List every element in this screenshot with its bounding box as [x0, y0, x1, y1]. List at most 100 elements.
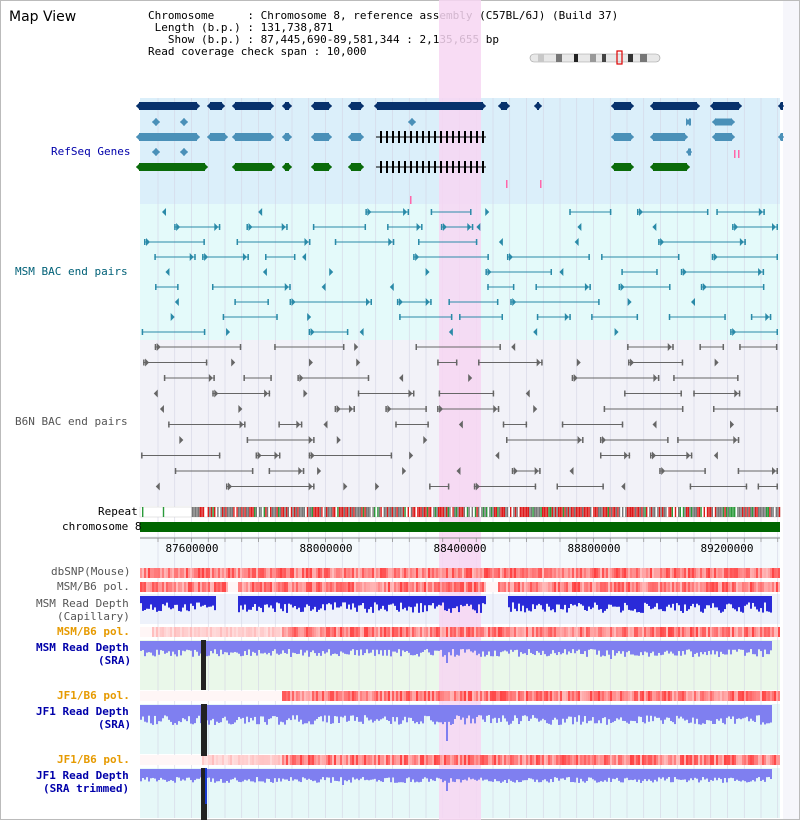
read-depth-tracks[interactable]: [140, 596, 772, 791]
track-label-repeat[interactable]: Repeat: [98, 505, 138, 518]
depth-bar: [254, 769, 256, 783]
heat-cell: [600, 568, 602, 578]
heat-cell: [488, 755, 490, 765]
repeat-element: [583, 507, 585, 517]
tick-label: 88000000: [300, 542, 353, 555]
heat-cell: [724, 691, 726, 701]
b6n-bac-end-pairs-track[interactable]: [141, 343, 778, 491]
track-label-msm-b6-pol-sra[interactable]: MSM/B6 pol.: [57, 625, 130, 638]
heat-cell: [538, 568, 540, 578]
heat-cell: [624, 755, 626, 765]
heat-cell: [690, 582, 692, 592]
bac-end: [598, 299, 600, 305]
depth-bar: [282, 596, 284, 612]
heat-cell: [146, 691, 148, 701]
track-label-msm-bac[interactable]: MSM BAC end pairs: [15, 265, 128, 278]
heat-cell: [778, 627, 780, 637]
heat-cell: [504, 627, 506, 637]
bac-end: [455, 359, 458, 366]
bac-end-arrow: [323, 420, 328, 429]
heat-cell: [230, 627, 232, 637]
refseq-genes-track[interactable]: [136, 102, 784, 204]
track-label-refseq-genes[interactable]: RefSeq Genes: [51, 145, 131, 158]
bac-end: [487, 254, 489, 260]
repeat-element: [270, 507, 272, 517]
depth-bar: [152, 705, 154, 725]
repeat-element: [332, 507, 334, 517]
depth-bar: [718, 705, 720, 721]
heat-cell: [146, 582, 148, 592]
heat-cell: [428, 582, 430, 592]
msm-bac-end-pairs-track[interactable]: [141, 208, 778, 336]
bac-end-arrow: [638, 208, 643, 216]
depth-bar: [738, 641, 740, 650]
track-label-msm-b6-pol[interactable]: MSM/B6 pol.: [57, 580, 130, 593]
depth-bar: [464, 596, 466, 606]
chromosome-ideogram[interactable]: [529, 50, 661, 65]
heat-cell: [286, 582, 288, 592]
heat-cell: [288, 755, 290, 765]
track-label-msm-depth-cap[interactable]: MSM Read Depth: [36, 597, 129, 610]
heat-cell: [562, 568, 564, 578]
heat-cell: [270, 627, 272, 637]
bac-end-arrow: [652, 420, 657, 429]
repeat-element: [490, 507, 493, 517]
track-label-msm-depth-sra[interactable]: MSM Read Depth: [36, 641, 129, 654]
heat-cell: [242, 627, 244, 637]
heat-cell: [730, 568, 732, 578]
depth-spike: [540, 641, 542, 655]
repeat-element: [374, 507, 376, 517]
heat-cell: [472, 691, 474, 701]
depth-bar: [514, 769, 516, 783]
depth-bar: [356, 596, 358, 612]
track-label-dbsnp[interactable]: dbSNP(Mouse): [51, 565, 131, 578]
depth-bar: [392, 596, 394, 604]
heat-cell: [684, 691, 686, 701]
bac-end: [286, 224, 288, 230]
depth-bar: [658, 705, 660, 718]
chromosome-bar[interactable]: [140, 522, 780, 532]
repeat-element: [495, 507, 497, 517]
depth-bar: [490, 641, 492, 657]
depth-bar: [704, 769, 706, 780]
depth-bar: [684, 769, 686, 780]
heat-cell: [506, 568, 508, 578]
depth-bar: [538, 641, 540, 653]
heat-cell: [172, 691, 174, 701]
heat-cell: [434, 691, 436, 701]
position-axis: [140, 537, 780, 542]
repeat-element: [410, 507, 413, 517]
repeat-track[interactable]: [139, 506, 781, 518]
depth-bar: [142, 596, 144, 611]
bac-end-arrow: [343, 482, 348, 491]
bac-end: [510, 299, 512, 305]
heat-cell: [154, 568, 156, 578]
heat-cell: [424, 627, 426, 637]
heat-cell: [684, 627, 686, 637]
polymorphism-heat-strips[interactable]: [140, 568, 780, 765]
depth-bar: [576, 705, 578, 722]
heat-cell: [562, 691, 564, 701]
track-label-jf1-b6-pol-trim[interactable]: JF1/B6 pol.: [57, 753, 130, 766]
depth-bar: [294, 641, 296, 654]
track-label-chromosome[interactable]: chromosome 8: [62, 520, 142, 533]
heat-cell: [156, 582, 158, 592]
track-label-jf1-b6-pol[interactable]: JF1/B6 pol.: [57, 689, 130, 702]
depth-bar: [654, 705, 656, 717]
depth-bar: [722, 641, 724, 654]
depth-bar: [434, 596, 436, 609]
track-label-jf1-depth-trim[interactable]: JF1 Read Depth: [36, 769, 129, 782]
track-label-b6n-bac[interactable]: B6N BAC end pairs: [15, 415, 128, 428]
heat-cell: [166, 568, 168, 578]
heat-cell: [740, 691, 742, 701]
track-label-jf1-depth-sra[interactable]: JF1 Read Depth: [36, 705, 129, 718]
depth-bar: [688, 705, 690, 724]
repeat-element: [439, 507, 441, 517]
depth-bar: [390, 641, 392, 657]
depth-bar: [714, 641, 716, 655]
heat-cell: [546, 691, 548, 701]
repeat-element: [298, 507, 301, 517]
repeat-element: [556, 507, 558, 517]
depth-bar: [142, 641, 144, 651]
